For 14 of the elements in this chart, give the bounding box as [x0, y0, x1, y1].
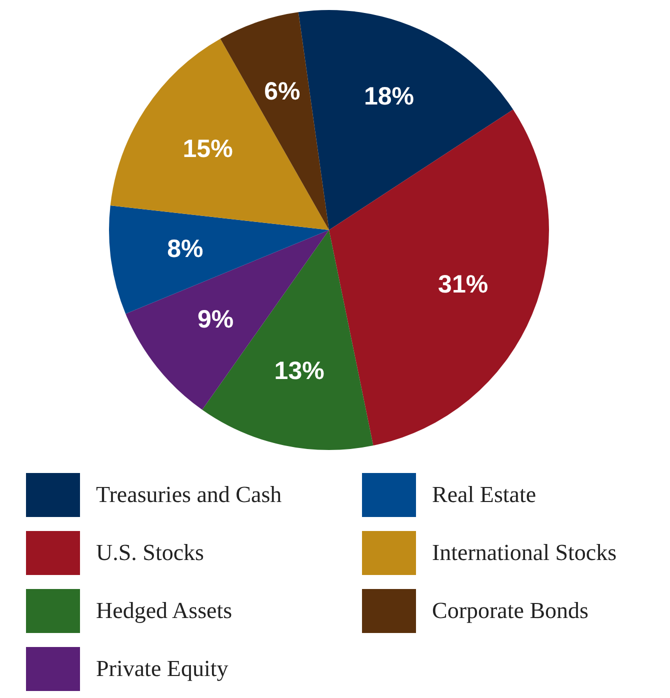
legend-label: International Stocks [432, 540, 617, 566]
data-label: 13% [274, 357, 324, 386]
data-label: 15% [182, 134, 233, 163]
data-label: 6% [264, 77, 300, 106]
data-label: 31% [438, 270, 488, 299]
data-label: 18% [364, 82, 414, 111]
legend-label: U.S. Stocks [96, 540, 204, 566]
legend-label: Corporate Bonds [432, 598, 589, 624]
legend-label: Hedged Assets [96, 598, 232, 624]
data-label: 9% [197, 305, 234, 334]
legend-label: Real Estate [432, 482, 536, 508]
legend-label: Private Equity [96, 656, 228, 682]
legend-label: Treasuries and Cash [96, 482, 282, 508]
data-label: 8% [167, 235, 204, 264]
